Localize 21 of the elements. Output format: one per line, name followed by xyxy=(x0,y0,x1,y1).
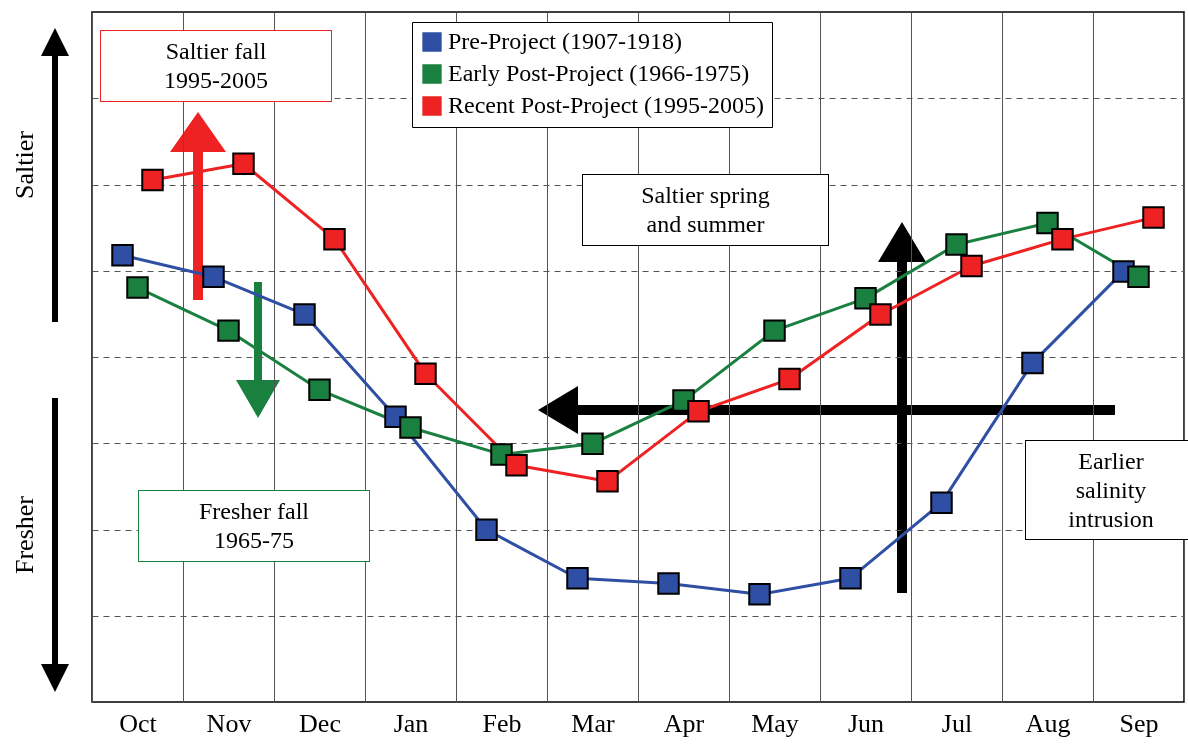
x-tick-label: Apr xyxy=(663,708,705,738)
text-box: Fresher fall 1965-75 xyxy=(138,490,370,562)
legend-label: Recent Post-Project (1995-2005) xyxy=(448,92,764,118)
legend-label: Early Post-Project (1966-1975) xyxy=(448,60,750,86)
x-tick-label: Jun xyxy=(847,708,885,738)
legend-label: Pre-Project (1907-1918) xyxy=(448,28,682,54)
x-tick-label: Aug xyxy=(1025,708,1071,738)
x-tick-label: May xyxy=(751,708,799,738)
text: Saltier xyxy=(10,130,40,201)
text: Fresher xyxy=(10,495,40,576)
x-tick-label: Oct xyxy=(119,708,158,738)
x-tick-label: Mar xyxy=(571,708,615,738)
x-tick-label: Nov xyxy=(206,708,252,738)
text-box: Earlier salinity intrusion xyxy=(1025,440,1188,541)
x-tick-label: Sep xyxy=(1119,708,1159,738)
x-tick-label: Feb xyxy=(482,708,522,738)
text-box: Saltier spring and summer xyxy=(582,174,829,246)
x-tick-label: Jul xyxy=(941,708,973,738)
x-tick-label: Dec xyxy=(299,708,341,738)
x-tick-label: Jan xyxy=(393,708,429,738)
text-box: Saltier fall 1995-2005 xyxy=(100,30,332,102)
